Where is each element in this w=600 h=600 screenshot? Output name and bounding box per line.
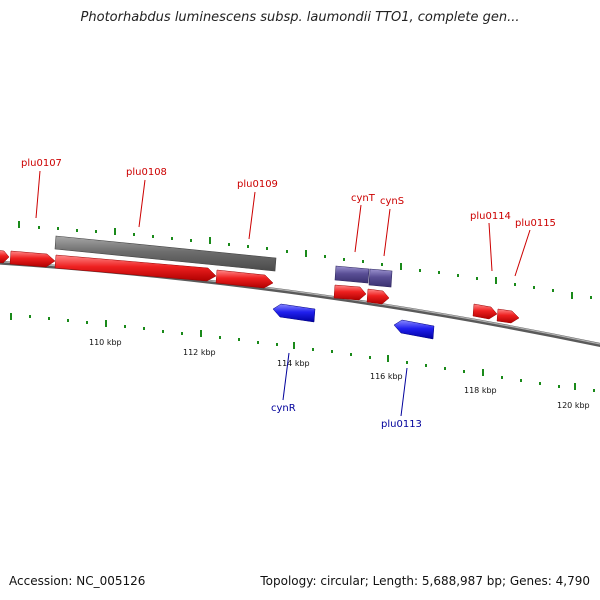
label-cynR: cynR (271, 403, 296, 414)
label-plu0114: plu0114 (470, 211, 511, 222)
rna-genes (334, 265, 393, 288)
upper-tick-ring (18, 221, 592, 299)
gene-plu0108[interactable] (54, 254, 217, 282)
genome-title: Photorhabdus luminescens subsp. laumondi… (80, 10, 520, 25)
chromosome-backbone (0, 260, 600, 348)
scale-label-114: 114 kbp (277, 359, 310, 368)
label-plu0107: plu0107 (21, 158, 62, 169)
label-leader-lines (35, 170, 531, 417)
lower-tick-ring (10, 313, 595, 392)
scale-label-116: 116 kbp (370, 372, 403, 381)
gene-cynR[interactable] (272, 303, 316, 323)
label-plu0115: plu0115 (515, 218, 556, 229)
gene-plu0114-arrow[interactable] (472, 303, 498, 320)
scale-labels: 110 kbp 112 kbp 114 kbp 116 kbp 118 kbp … (89, 338, 590, 410)
gene-plu0111[interactable] (366, 288, 390, 305)
label-plu0109: plu0109 (237, 179, 278, 190)
scale-label-112: 112 kbp (183, 348, 216, 357)
accession-text: Accession: NC_005126 (9, 574, 146, 588)
label-cynT: cynT (351, 193, 376, 204)
gene-cynS[interactable] (368, 268, 393, 288)
scale-label-110: 110 kbp (89, 338, 122, 347)
reverse-strand-genes (272, 303, 435, 340)
gene-plu0107[interactable] (9, 250, 56, 268)
region-feature[interactable] (54, 235, 277, 272)
region-features (54, 235, 277, 272)
scale-label-120: 120 kbp (557, 401, 590, 410)
label-cynS: cynS (380, 196, 404, 207)
gene-plu0115-arrow[interactable] (496, 308, 520, 324)
chromosome-backbone-highlight (0, 261, 600, 345)
gene-partial-left[interactable] (0, 250, 10, 264)
topology-summary: Topology: circular; Length: 5,688,987 bp… (260, 574, 590, 588)
gene-plu0110[interactable] (333, 284, 367, 301)
gene-plu0109[interactable] (215, 269, 274, 289)
scale-label-118: 118 kbp (464, 386, 497, 395)
label-plu0108: plu0108 (126, 167, 167, 178)
label-plu0113: plu0113 (381, 419, 422, 430)
forward-strand-genes (0, 250, 520, 324)
gene-labels: plu0107 plu0108 plu0109 cynT cynS plu011… (21, 158, 556, 430)
gene-plu0113[interactable] (393, 319, 435, 340)
gene-cynT[interactable] (334, 265, 370, 284)
